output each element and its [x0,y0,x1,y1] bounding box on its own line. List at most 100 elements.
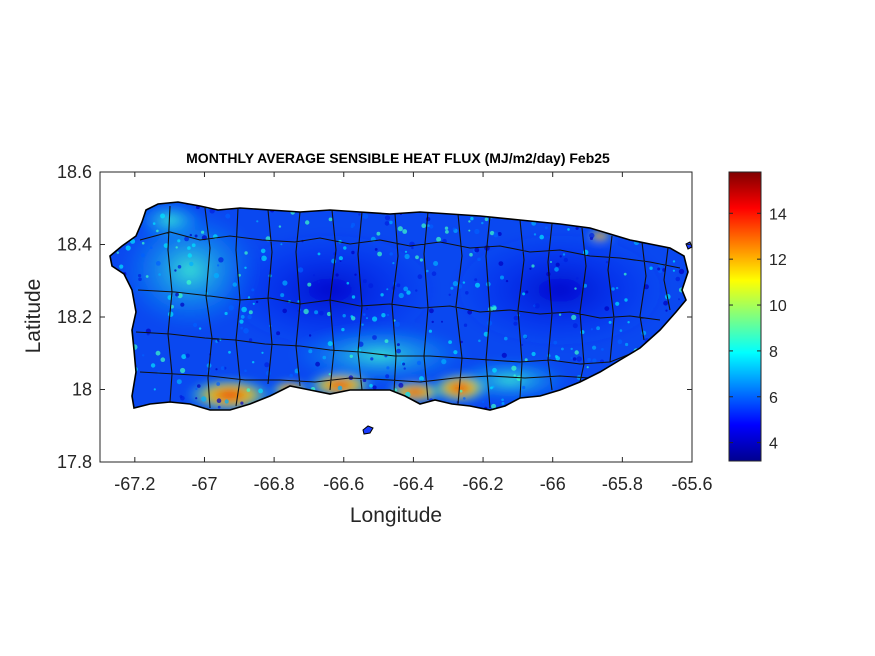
speckle [315,361,320,367]
speckle [224,311,228,316]
speckle [504,336,508,341]
speckle [152,222,156,225]
speckle [339,260,342,262]
speckle [539,234,544,240]
speckle [350,225,354,229]
speckle [158,273,161,276]
speckle [501,398,504,402]
speckle [604,306,610,311]
speckle [491,403,497,409]
speckle [563,257,568,263]
speckle [116,251,120,254]
speckle [415,289,418,292]
speckle [314,310,319,315]
speckle [524,358,528,362]
chart-title: MONTHLY AVERAGE SENSIBLE HEAT FLUX (MJ/m… [186,150,610,166]
speckle [561,347,564,351]
speckle [189,261,194,267]
speckle [394,321,400,327]
speckle [351,250,355,255]
speckle [160,357,166,363]
speckle [180,367,186,374]
speckle [361,323,364,326]
speckle [149,233,153,236]
speckle [396,348,401,354]
speckle [119,264,124,269]
speckle [224,399,229,404]
speckle [572,323,578,329]
speckle [417,274,423,280]
speckle [349,354,353,358]
speckle [322,355,327,360]
central-cool-region [220,230,440,350]
speckle [555,262,560,267]
speckle [252,302,255,305]
speckle [570,347,573,351]
speckle [511,365,517,371]
speckle [150,246,153,249]
colorbar-tick-label: 10 [769,298,787,315]
speckle [484,217,489,222]
speckle [335,273,339,277]
speckle [592,345,597,350]
speckle [478,339,481,343]
speckle [396,283,401,288]
speckle [522,385,526,390]
speckle [189,233,192,237]
speckle [175,246,178,249]
speckle [433,261,439,266]
speckle [155,350,161,356]
speckle [429,224,434,229]
speckle [428,329,432,333]
speckle [258,388,263,394]
speckle [232,282,237,287]
speckle [624,298,628,302]
speckle [319,310,324,316]
islet-east [685,241,693,250]
speckle [328,373,331,376]
speckle [363,313,366,316]
speckle [187,253,192,258]
speckle [386,313,390,317]
speckle [177,239,181,243]
speckle [194,234,198,238]
speckle [419,376,424,382]
speckle [368,283,374,289]
speckle [665,309,668,312]
speckle [425,216,431,222]
speckle [198,327,202,330]
speckle [497,232,502,236]
speckle [627,321,630,324]
speckle [462,281,466,284]
speckle [278,225,282,228]
speckle [397,226,403,232]
speckle [589,232,595,239]
speckle [372,335,377,340]
speckle [307,282,312,287]
speckle [615,286,619,290]
speckle [492,367,497,373]
speckle [342,314,346,318]
speckle [246,388,251,392]
speckle [554,355,558,358]
speckle [448,340,452,344]
speckle [601,348,604,351]
speckle [303,308,309,315]
speckle [571,314,577,320]
speckle [574,350,579,355]
speckle [678,298,680,301]
speckle [625,342,629,347]
speckle [411,246,414,250]
speckle [533,233,537,236]
speckle [649,266,653,270]
speckle [465,291,469,295]
speckle [586,366,589,369]
x-tick-label: -65.6 [671,474,712,494]
speckle [522,292,526,296]
speckle [138,274,142,278]
speckle [463,323,468,327]
speckle [452,281,458,287]
speckle [201,396,207,402]
speckle [153,388,156,391]
speckle [146,210,150,215]
